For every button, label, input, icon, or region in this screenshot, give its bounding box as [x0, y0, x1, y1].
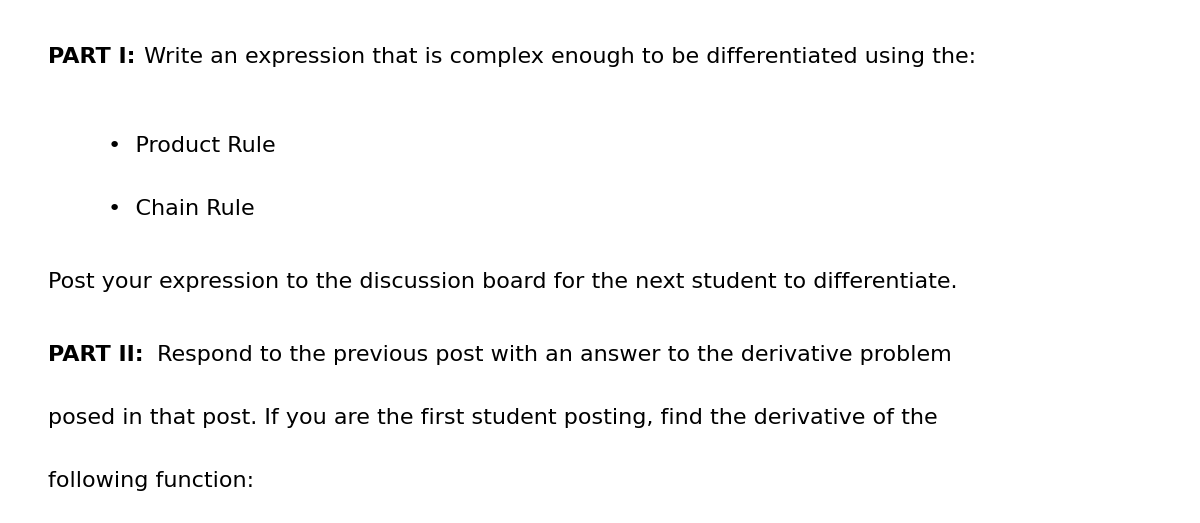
Text: PART I:: PART I: [48, 47, 136, 67]
Text: posed in that post. If you are the first student posting, find the derivative of: posed in that post. If you are the first… [48, 408, 937, 428]
Text: following function:: following function: [48, 471, 254, 491]
Text: •  Chain Rule: • Chain Rule [108, 199, 254, 219]
Text: •  Product Rule: • Product Rule [108, 136, 276, 156]
Text: Post your expression to the discussion board for the next student to differentia: Post your expression to the discussion b… [48, 272, 958, 292]
Text: Respond to the previous post with an answer to the derivative problem: Respond to the previous post with an ans… [150, 345, 952, 365]
Text: Write an expression that is complex enough to be differentiated using the:: Write an expression that is complex enou… [137, 47, 976, 67]
Text: PART II:: PART II: [48, 345, 144, 365]
